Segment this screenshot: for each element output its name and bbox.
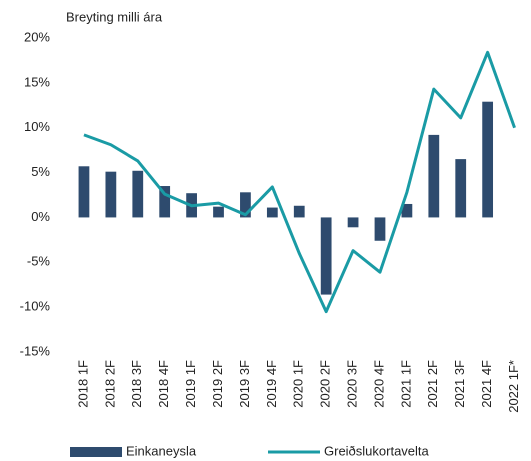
bar xyxy=(482,101,494,218)
y-tick-label: 5% xyxy=(31,164,50,179)
bar xyxy=(401,203,413,218)
bar xyxy=(213,206,224,218)
bar xyxy=(428,134,440,218)
line xyxy=(83,50,516,314)
bar xyxy=(293,205,305,218)
bar xyxy=(105,171,117,218)
y-tick-label: 20% xyxy=(24,29,50,44)
x-tick-label: 2018 4F xyxy=(156,360,171,408)
x-tick-label: 2019 2F xyxy=(210,360,225,408)
y-tick-label: 15% xyxy=(24,74,50,89)
x-tick-label: 2020 1F xyxy=(291,360,306,408)
y-tick-label: -10% xyxy=(20,299,51,314)
x-tick-label: 2019 4F xyxy=(264,360,279,408)
x-tick-label: 2021 1F xyxy=(398,360,413,408)
x-tick-label: 2020 2F xyxy=(318,360,333,408)
bar xyxy=(320,217,332,295)
x-tick-label: 2021 4F xyxy=(479,360,494,408)
bar xyxy=(455,159,467,218)
y-tick-label: -5% xyxy=(27,254,51,269)
bar xyxy=(266,207,278,218)
legend-swatch xyxy=(70,447,122,457)
bar xyxy=(240,192,251,218)
legend-label: Einkaneysla xyxy=(126,443,197,458)
y-tick-label: -15% xyxy=(20,343,51,358)
x-tick-label: 2018 1F xyxy=(75,360,90,408)
bar xyxy=(132,170,144,218)
legend-label: Greiðslukortavelta xyxy=(324,443,430,458)
bar xyxy=(347,217,359,228)
x-tick-label: 2020 3F xyxy=(345,360,360,408)
bar xyxy=(374,217,386,241)
bar xyxy=(159,186,171,218)
y-tick-label: 10% xyxy=(24,119,50,134)
bar xyxy=(78,166,90,218)
x-tick-label: 2019 3F xyxy=(237,360,252,408)
x-tick-label: 2021 3F xyxy=(452,360,467,408)
y-tick-label: 0% xyxy=(31,209,50,224)
x-tick-label: 2021 2F xyxy=(425,360,440,408)
x-tick-label: 2018 3F xyxy=(129,360,144,408)
y-axis-label: Breyting milli ára xyxy=(66,9,163,24)
x-tick-label: 2022 1F* xyxy=(506,360,521,413)
x-tick-label: 2018 2F xyxy=(102,360,117,408)
x-tick-label: 2020 4F xyxy=(371,360,386,408)
x-tick-label: 2019 1F xyxy=(183,360,198,408)
